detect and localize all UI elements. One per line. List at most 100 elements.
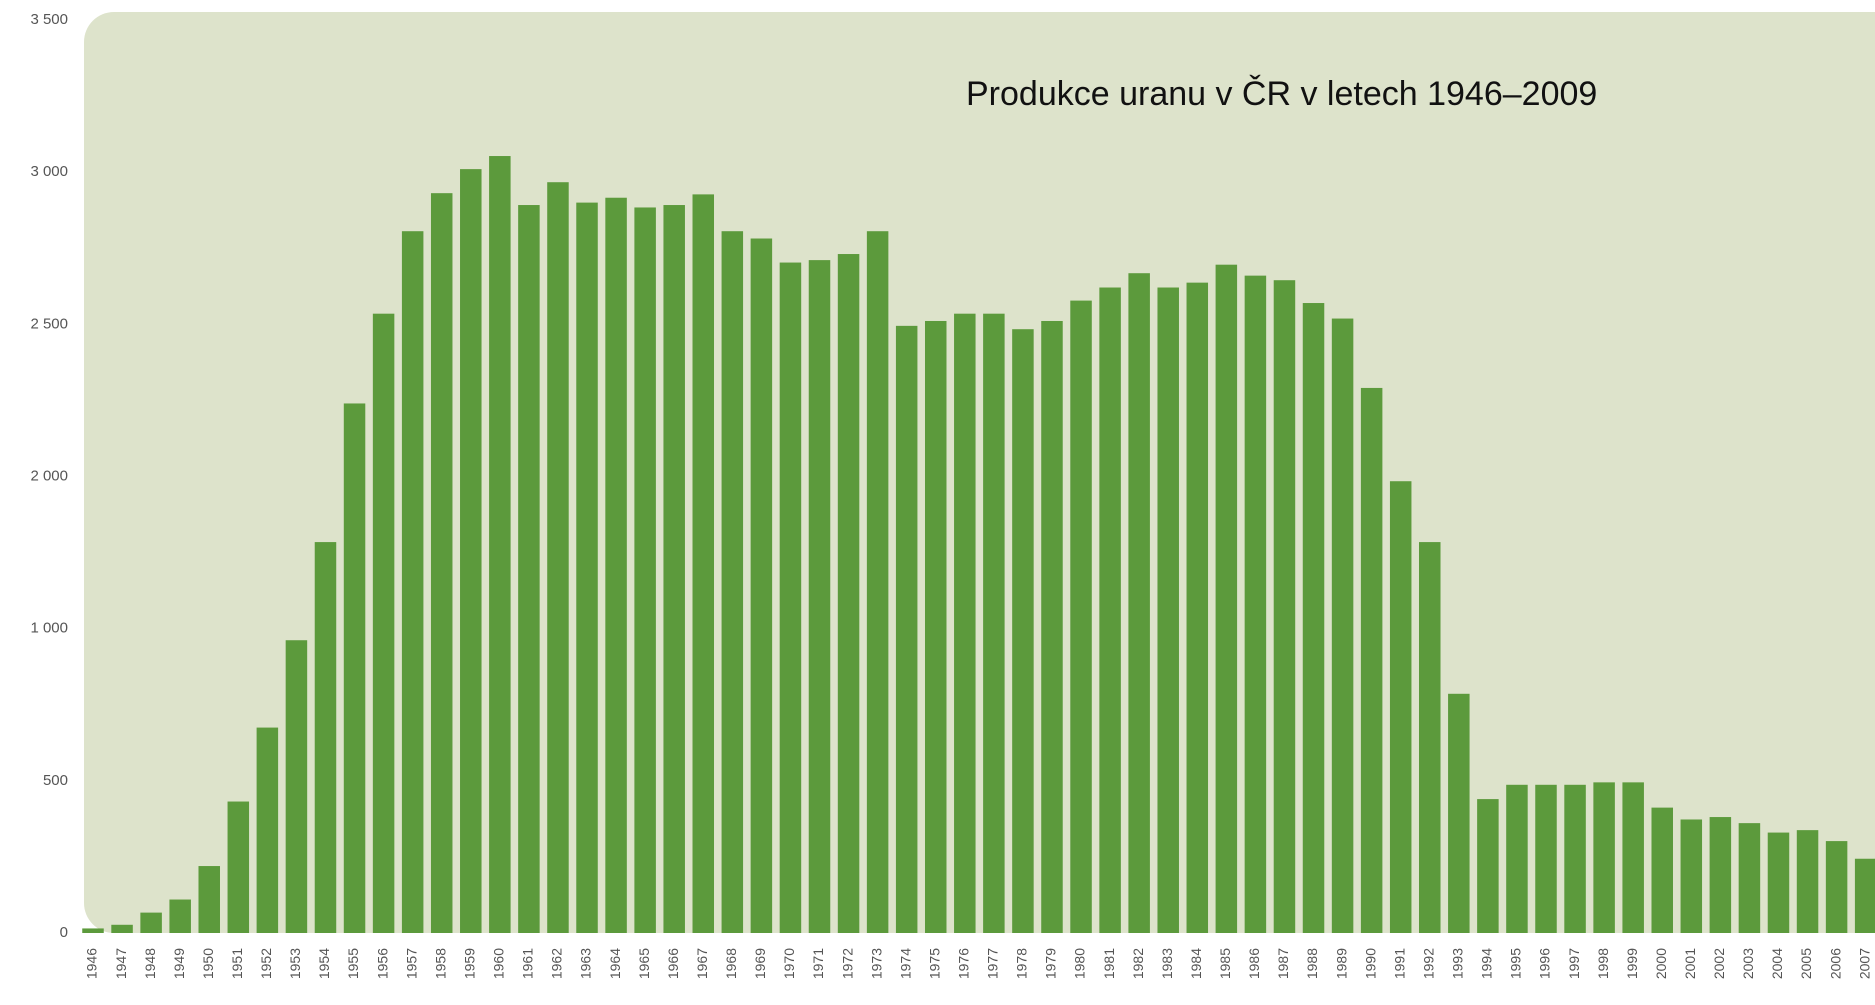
x-tick-label: 1988	[1304, 948, 1320, 979]
x-tick-label: 1982	[1130, 948, 1146, 979]
x-tick-label: 1983	[1159, 948, 1175, 979]
x-tick-label: 1979	[1043, 948, 1059, 979]
bar	[750, 238, 773, 933]
x-tick-label: 1992	[1420, 948, 1436, 979]
x-tick-label: 2006	[1827, 948, 1843, 979]
bar	[1419, 542, 1441, 933]
x-tick-label: 1953	[287, 948, 303, 979]
x-tick-label: 1993	[1450, 948, 1466, 979]
bar	[1854, 858, 1875, 933]
bar	[256, 727, 279, 933]
x-tick-label: 1950	[200, 948, 216, 979]
x-tick-label: 1974	[897, 948, 913, 979]
bar	[1680, 819, 1703, 933]
y-tick-label: 3 500	[30, 11, 68, 28]
x-tick-label: 1951	[229, 948, 245, 979]
bar	[1012, 329, 1034, 934]
x-tick-label: 2007	[1856, 948, 1872, 979]
bar	[954, 313, 976, 934]
bar	[285, 640, 308, 933]
x-tick-label: 1985	[1217, 948, 1233, 979]
x-tick-label: 2004	[1769, 948, 1785, 979]
bar	[1360, 387, 1383, 934]
bar	[227, 801, 250, 933]
x-tick-label: 1971	[810, 948, 826, 979]
bar	[983, 313, 1005, 934]
x-tick-label: 1977	[985, 948, 1001, 979]
bar	[1651, 807, 1673, 933]
bar	[1622, 782, 1644, 933]
bar	[198, 866, 220, 933]
y-tick-label: 3 000	[30, 163, 68, 180]
bar	[1564, 784, 1586, 933]
x-tick-label: 1975	[926, 948, 942, 979]
bar	[1738, 823, 1761, 933]
x-tick-label: 1984	[1188, 948, 1204, 979]
bar	[1302, 303, 1325, 933]
x-tick-label: 2005	[1798, 948, 1814, 979]
bar	[547, 182, 569, 934]
bar	[895, 325, 918, 934]
bar	[692, 194, 715, 933]
bar	[1186, 282, 1209, 934]
bar	[1825, 841, 1848, 933]
x-tick-label: 1980	[1072, 948, 1088, 979]
bar	[1331, 318, 1354, 933]
x-tick-label: 1962	[549, 948, 565, 979]
bar	[663, 205, 685, 933]
bar	[1593, 782, 1615, 933]
bar	[518, 205, 540, 933]
x-tick-label: 1969	[752, 948, 768, 979]
x-tick-label: 1986	[1246, 948, 1262, 979]
x-tick-label: 1978	[1014, 948, 1030, 979]
x-tick-label: 1968	[723, 948, 739, 979]
x-tick-label: 1958	[432, 948, 448, 979]
bar	[1099, 287, 1121, 933]
x-tick-label: 1963	[578, 948, 594, 979]
bar	[866, 231, 889, 933]
x-tick-label: 1998	[1595, 948, 1611, 979]
bar	[460, 169, 482, 933]
bar	[634, 207, 656, 933]
x-tick-label: 1955	[345, 948, 361, 979]
x-tick-label: 1957	[403, 948, 419, 979]
bar	[779, 262, 802, 933]
x-tick-label: 1973	[868, 948, 884, 979]
x-tick-label: 1947	[113, 948, 129, 979]
bar	[1506, 784, 1528, 933]
x-tick-label: 2003	[1740, 948, 1756, 979]
bar	[111, 924, 133, 933]
x-tick-label: 1976	[956, 948, 972, 979]
x-tick-label: 1946	[84, 948, 100, 979]
bar	[1448, 693, 1470, 933]
y-tick-label: 2 000	[30, 467, 68, 484]
bar	[314, 542, 337, 933]
x-tick-label: 2002	[1711, 948, 1727, 979]
x-tick-label: 1990	[1362, 948, 1378, 979]
x-tick-label: 1961	[520, 948, 536, 979]
x-tick-label: 1996	[1537, 948, 1553, 979]
bar	[430, 193, 453, 934]
bar	[1535, 784, 1557, 933]
chart-title: Produkce uranu v ČR v letech 1946–2009	[966, 75, 1597, 113]
x-tick-label: 1991	[1391, 948, 1407, 979]
bar	[401, 231, 424, 933]
x-tick-label: 1952	[258, 948, 274, 979]
bar	[808, 260, 831, 933]
bar	[82, 928, 104, 933]
bar	[924, 320, 947, 933]
x-tick-label: 1999	[1624, 948, 1640, 979]
bar	[1215, 264, 1238, 934]
bar	[1128, 273, 1150, 933]
x-tick-label: 1965	[636, 948, 652, 979]
bar	[1070, 300, 1092, 933]
bar	[1477, 799, 1499, 933]
y-tick-label: 500	[43, 772, 68, 789]
x-tick-label: 1972	[839, 948, 855, 979]
x-tick-label: 1994	[1479, 948, 1495, 979]
y-tick-label: 2 500	[30, 315, 68, 332]
bar	[576, 202, 598, 934]
bar	[140, 912, 162, 933]
